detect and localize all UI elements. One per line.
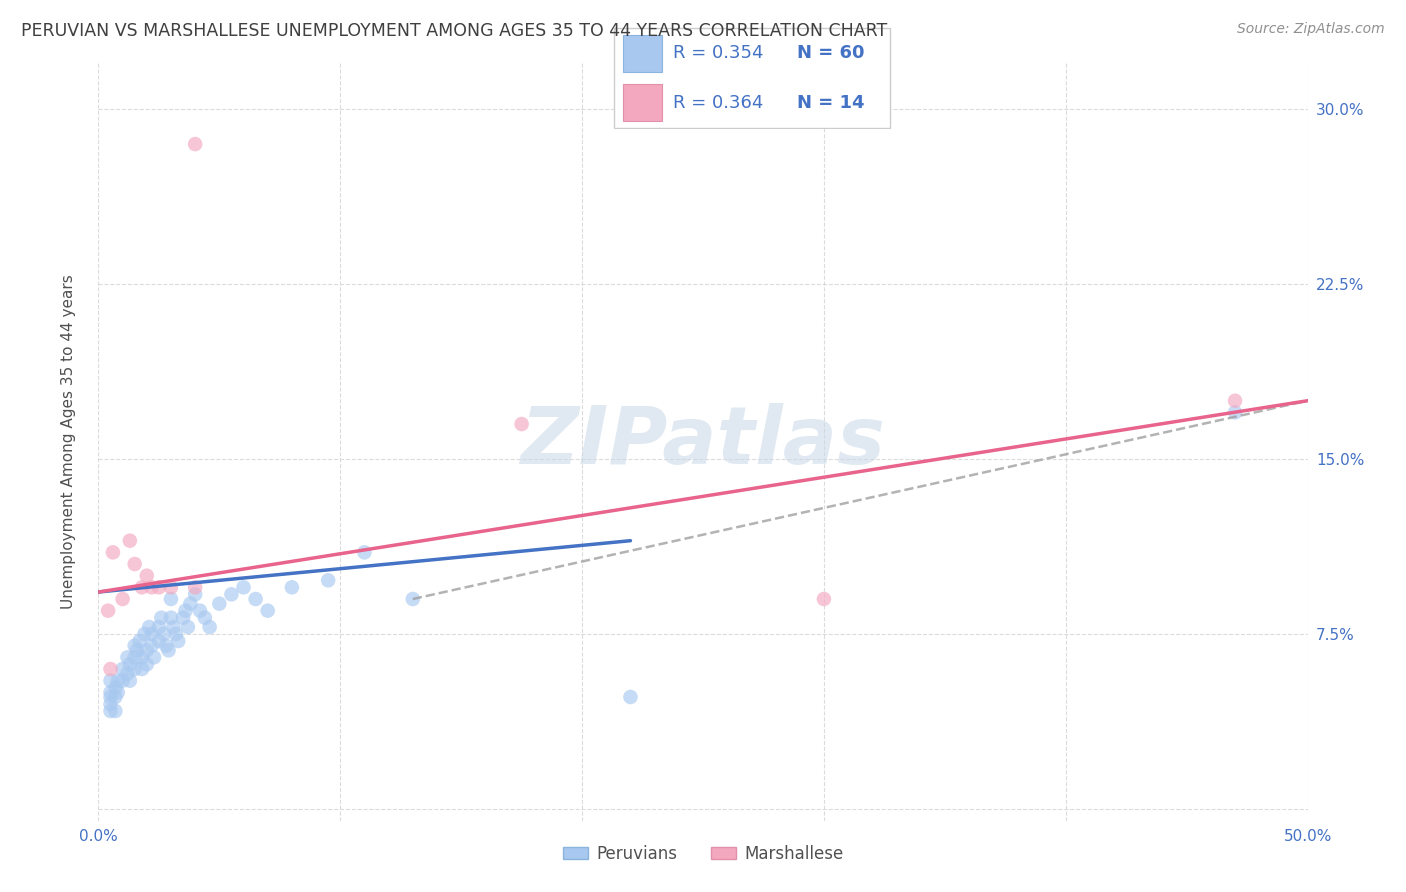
- Point: [104, 681, 127, 695]
- Point: [221, 587, 243, 601]
- Point: [316, 574, 339, 588]
- Point: [135, 643, 157, 657]
- Point: [100, 662, 122, 676]
- Point: [100, 704, 122, 718]
- Point: [152, 627, 174, 641]
- Point: [100, 685, 122, 699]
- Point: [124, 650, 146, 665]
- Point: [134, 627, 156, 641]
- Point: [107, 685, 129, 699]
- Point: [143, 650, 166, 665]
- Point: [104, 704, 127, 718]
- Point: [118, 657, 141, 672]
- FancyBboxPatch shape: [623, 35, 662, 72]
- Point: [281, 580, 304, 594]
- Point: [148, 634, 170, 648]
- Point: [148, 620, 170, 634]
- Point: [172, 610, 194, 624]
- FancyBboxPatch shape: [623, 84, 662, 121]
- Point: [135, 568, 157, 582]
- Point: [353, 545, 375, 559]
- Point: [160, 580, 183, 594]
- Point: [124, 557, 146, 571]
- Point: [117, 650, 139, 665]
- Point: [208, 597, 231, 611]
- Point: [160, 592, 183, 607]
- Point: [141, 627, 163, 641]
- Point: [232, 580, 254, 594]
- Point: [111, 592, 134, 607]
- Text: R = 0.364: R = 0.364: [673, 94, 763, 112]
- Point: [188, 604, 211, 618]
- Point: [117, 666, 139, 681]
- Point: [131, 650, 153, 665]
- Point: [124, 662, 146, 676]
- Point: [167, 634, 190, 648]
- Text: N = 14: N = 14: [797, 94, 865, 112]
- Point: [118, 673, 141, 688]
- Point: [100, 697, 122, 711]
- Point: [155, 639, 177, 653]
- Text: PERUVIAN VS MARSHALLESE UNEMPLOYMENT AMONG AGES 35 TO 44 YEARS CORRELATION CHART: PERUVIAN VS MARSHALLESE UNEMPLOYMENT AMO…: [21, 22, 887, 40]
- Point: [111, 673, 134, 688]
- Point: [150, 610, 173, 624]
- Point: [157, 643, 180, 657]
- Point: [138, 620, 160, 634]
- Point: [131, 580, 153, 594]
- Legend: Peruvians, Marshallese: Peruvians, Marshallese: [557, 838, 849, 869]
- Point: [184, 580, 207, 594]
- Point: [174, 604, 197, 618]
- Point: [179, 597, 201, 611]
- Point: [198, 620, 221, 634]
- Y-axis label: Unemployment Among Ages 35 to 44 years: Unemployment Among Ages 35 to 44 years: [62, 274, 76, 609]
- Text: ZIPatlas: ZIPatlas: [520, 402, 886, 481]
- Point: [160, 610, 183, 624]
- Point: [127, 643, 149, 657]
- Point: [131, 662, 153, 676]
- Text: N = 60: N = 60: [797, 45, 865, 62]
- Point: [194, 610, 217, 624]
- Point: [184, 587, 207, 601]
- Point: [97, 604, 120, 618]
- Point: [619, 690, 641, 704]
- Point: [510, 417, 533, 431]
- Point: [118, 533, 141, 548]
- Point: [100, 673, 122, 688]
- Point: [1223, 405, 1246, 419]
- Point: [100, 690, 122, 704]
- Point: [148, 580, 170, 594]
- Point: [177, 620, 200, 634]
- Point: [162, 620, 184, 634]
- Point: [111, 662, 134, 676]
- Point: [184, 137, 207, 152]
- Point: [1223, 393, 1246, 408]
- Point: [124, 639, 146, 653]
- Text: R = 0.354: R = 0.354: [673, 45, 763, 62]
- Text: Source: ZipAtlas.com: Source: ZipAtlas.com: [1237, 22, 1385, 37]
- Point: [107, 673, 129, 688]
- Point: [101, 545, 124, 559]
- Point: [128, 634, 150, 648]
- Point: [165, 627, 187, 641]
- Point: [104, 690, 127, 704]
- Point: [245, 592, 267, 607]
- Point: [141, 639, 163, 653]
- Point: [256, 604, 278, 618]
- Point: [141, 580, 163, 594]
- Point: [813, 592, 835, 607]
- FancyBboxPatch shape: [614, 28, 890, 128]
- Point: [135, 657, 157, 672]
- Point: [402, 592, 425, 607]
